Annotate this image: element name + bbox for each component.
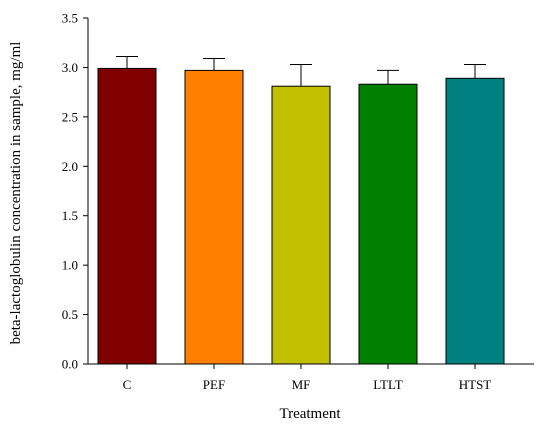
y-tick-label: 3.5	[62, 11, 78, 26]
bar-ltlt	[358, 83, 418, 365]
y-tick-label: 3.0	[62, 60, 78, 75]
x-tick-label-c: C	[123, 377, 132, 392]
bars-group	[97, 67, 505, 365]
y-tick-label: 1.5	[62, 208, 78, 223]
y-tick-label: 0.5	[62, 307, 78, 322]
error-bars-group	[116, 56, 486, 87]
bar-c	[97, 67, 157, 365]
y-tick-label: 0.0	[62, 357, 78, 372]
y-tick-label: 2.0	[62, 159, 78, 174]
x-tick-label-htst: HTST	[459, 377, 492, 392]
x-axis-title: Treatment	[279, 406, 341, 422]
x-tick-label-mf: MF	[292, 377, 311, 392]
x-tick-label-ltlt: LTLT	[373, 377, 402, 392]
y-ticks-group: 0.0 0.5 1.0 1.5 2.0 2.5 3.0 3.5	[62, 11, 88, 372]
bar-htst	[445, 77, 505, 365]
x-tick-label-pef: PEF	[203, 377, 225, 392]
x-ticks-group: C PEF MF LTLT HTST	[123, 364, 492, 392]
y-axis-title: beta-lactoglobulin concentration in samp…	[8, 42, 24, 345]
axes-group	[87, 18, 534, 365]
bar-pef	[184, 69, 244, 365]
y-tick-label: 1.0	[62, 258, 78, 273]
y-tick-label: 2.5	[62, 109, 78, 124]
bar-mf	[271, 85, 331, 365]
